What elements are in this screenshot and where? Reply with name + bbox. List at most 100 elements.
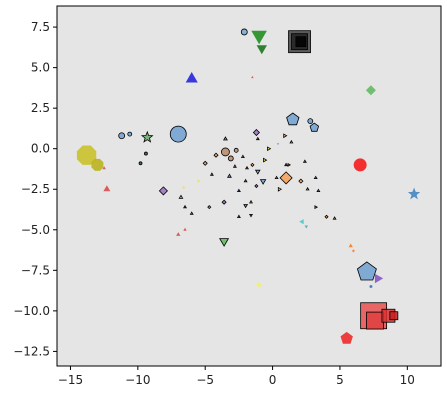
y-axis: 7.5 5.0 2.5 0.0 −2.5 −5.0 −7.5 −10.0 −12.5	[13, 20, 57, 358]
data-point-octagon	[76, 145, 97, 165]
data-point-circle	[353, 158, 367, 172]
data-point-circle	[118, 132, 126, 140]
data-point-triangle-up	[243, 178, 248, 183]
data-point-diamond	[256, 281, 263, 288]
data-point-triangle-up	[244, 165, 250, 170]
data-point-triangle-down	[259, 179, 267, 185]
data-points	[76, 28, 421, 344]
data-point-triangle-up	[209, 172, 214, 176]
data-point-triangle-up	[182, 204, 188, 209]
data-point-triangle-down	[256, 45, 267, 55]
data-point-circle	[144, 151, 148, 156]
data-point-triangle-down	[251, 30, 267, 45]
data-point-triangle-right	[263, 157, 268, 163]
y-tick-label: 0.0	[31, 142, 50, 156]
data-point-diamond	[254, 183, 259, 189]
data-point-triangle-up	[236, 214, 241, 219]
data-point-pentagon	[356, 261, 377, 281]
y-tick-label: −12.5	[13, 344, 50, 358]
data-point-triangle-up	[232, 164, 237, 168]
data-point-triangle-down	[219, 238, 230, 247]
data-point-triangle-right	[314, 205, 319, 210]
data-point-diamond	[213, 152, 219, 158]
data-point-triangle-up	[274, 175, 279, 180]
data-point-diamond	[279, 171, 293, 185]
data-point-diamond	[298, 178, 304, 184]
data-point-pentagon	[309, 122, 320, 132]
x-tick-label: 5	[336, 373, 344, 387]
data-point-triangle-down	[243, 204, 249, 209]
data-point-triangle-up	[332, 216, 337, 220]
data-point-triangle-up	[236, 188, 241, 193]
data-point-circle	[127, 131, 133, 137]
y-tick-label: 5.0	[31, 61, 50, 75]
plot-frame	[56, 5, 442, 367]
data-point-star	[407, 187, 421, 200]
data-point-square	[389, 311, 399, 321]
data-point-triangle-up	[289, 139, 294, 144]
data-point-circle	[227, 155, 234, 162]
data-point-circle	[240, 28, 248, 36]
data-point-octagon	[91, 158, 104, 171]
data-point-triangle-left	[299, 219, 304, 225]
data-point-pentagon	[340, 331, 353, 344]
x-tick-label: 10	[400, 373, 415, 387]
data-point-triangle-up	[284, 162, 289, 167]
data-point-diamond	[221, 199, 227, 205]
data-point-triangle-up	[255, 136, 260, 141]
data-point-triangle-right	[374, 273, 384, 284]
data-point-diamond	[207, 205, 212, 210]
data-point-diamond	[365, 85, 376, 96]
data-point-triangle-down	[276, 143, 280, 146]
x-tick-label: −15	[58, 373, 83, 387]
y-tick-label: −7.5	[21, 263, 50, 277]
data-point-triangle-up	[183, 227, 187, 231]
data-point-circle	[307, 118, 314, 125]
y-tick-label: −5.0	[21, 223, 50, 237]
data-point-diamond	[351, 249, 355, 253]
data-point-triangle-up	[316, 188, 321, 193]
x-tick-label: 0	[269, 373, 277, 387]
data-point-triangle-up	[348, 243, 353, 248]
data-point-triangle-right	[287, 162, 291, 167]
data-point-pentagon	[286, 112, 300, 126]
data-point-triangle-right	[267, 146, 272, 152]
y-tick-label: −10.0	[13, 304, 50, 318]
data-point-triangle-up	[178, 194, 184, 199]
data-point-star	[140, 130, 154, 143]
data-point-triangle-up	[176, 232, 181, 236]
data-point-triangle-up	[226, 173, 232, 178]
data-point-square	[366, 311, 384, 330]
data-point-triangle-right	[277, 186, 283, 192]
data-point-circle	[138, 161, 143, 166]
x-tick-label: −10	[125, 373, 150, 387]
data-point-circle	[233, 147, 239, 153]
data-point-triangle-up	[240, 154, 245, 159]
data-point-triangle-up	[249, 199, 253, 204]
data-point-triangle-up	[185, 72, 198, 83]
y-tick-label: 7.5	[31, 20, 50, 34]
data-point-triangle-down	[254, 169, 261, 175]
data-point-triangle-up	[305, 186, 310, 191]
data-point-triangle-right	[197, 179, 201, 183]
data-point-triangle-down	[249, 213, 253, 218]
data-point-triangle-up	[102, 166, 106, 170]
data-point-square	[295, 36, 307, 48]
data-point-triangle-right	[182, 185, 186, 190]
data-point-diamond	[158, 186, 168, 196]
data-point-diamond	[202, 160, 208, 166]
data-point-diamond	[324, 214, 329, 219]
data-point-circle	[369, 285, 373, 289]
data-point-triangle-up	[302, 159, 307, 163]
data-point-circle	[169, 125, 187, 143]
data-point-triangle-up	[189, 211, 194, 215]
data-point-triangle-down	[304, 225, 308, 229]
data-point-triangle-up	[223, 136, 228, 141]
data-point-triangle-up	[103, 185, 111, 192]
x-axis: −15 −10 −5 0 5 10	[58, 366, 415, 387]
y-tick-label: −2.5	[21, 182, 50, 196]
data-point-triangle-right	[283, 133, 288, 139]
data-point-diamond	[250, 162, 255, 167]
data-point-circle	[221, 147, 230, 157]
